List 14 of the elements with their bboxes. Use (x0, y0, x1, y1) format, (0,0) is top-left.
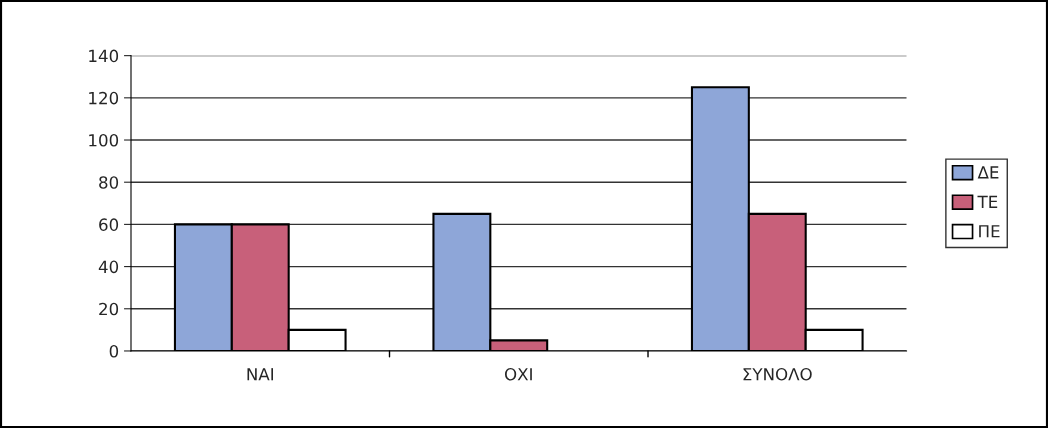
y-tick-label: 0 (109, 344, 119, 358)
y-tick-label: 100 (89, 133, 119, 147)
y-tick-label: 60 (99, 218, 119, 231)
y-tick-label: 80 (99, 176, 119, 189)
y-tick-label: 140 (89, 49, 119, 63)
legend-label: ΤΕ (977, 195, 998, 208)
x-tick-label: ΝΑΙ (247, 368, 274, 381)
legend-label: ΠΕ (979, 225, 1000, 238)
x-tick-label: ΟΧΙ (504, 367, 532, 381)
legend-label: ΔΕ (977, 166, 999, 179)
y-tick-label: 40 (98, 260, 119, 274)
y-tick-label: 120 (89, 91, 119, 105)
x-tick-label: ΣΥΝΟΛΟ (743, 367, 812, 381)
y-tick-label: 20 (99, 302, 119, 316)
